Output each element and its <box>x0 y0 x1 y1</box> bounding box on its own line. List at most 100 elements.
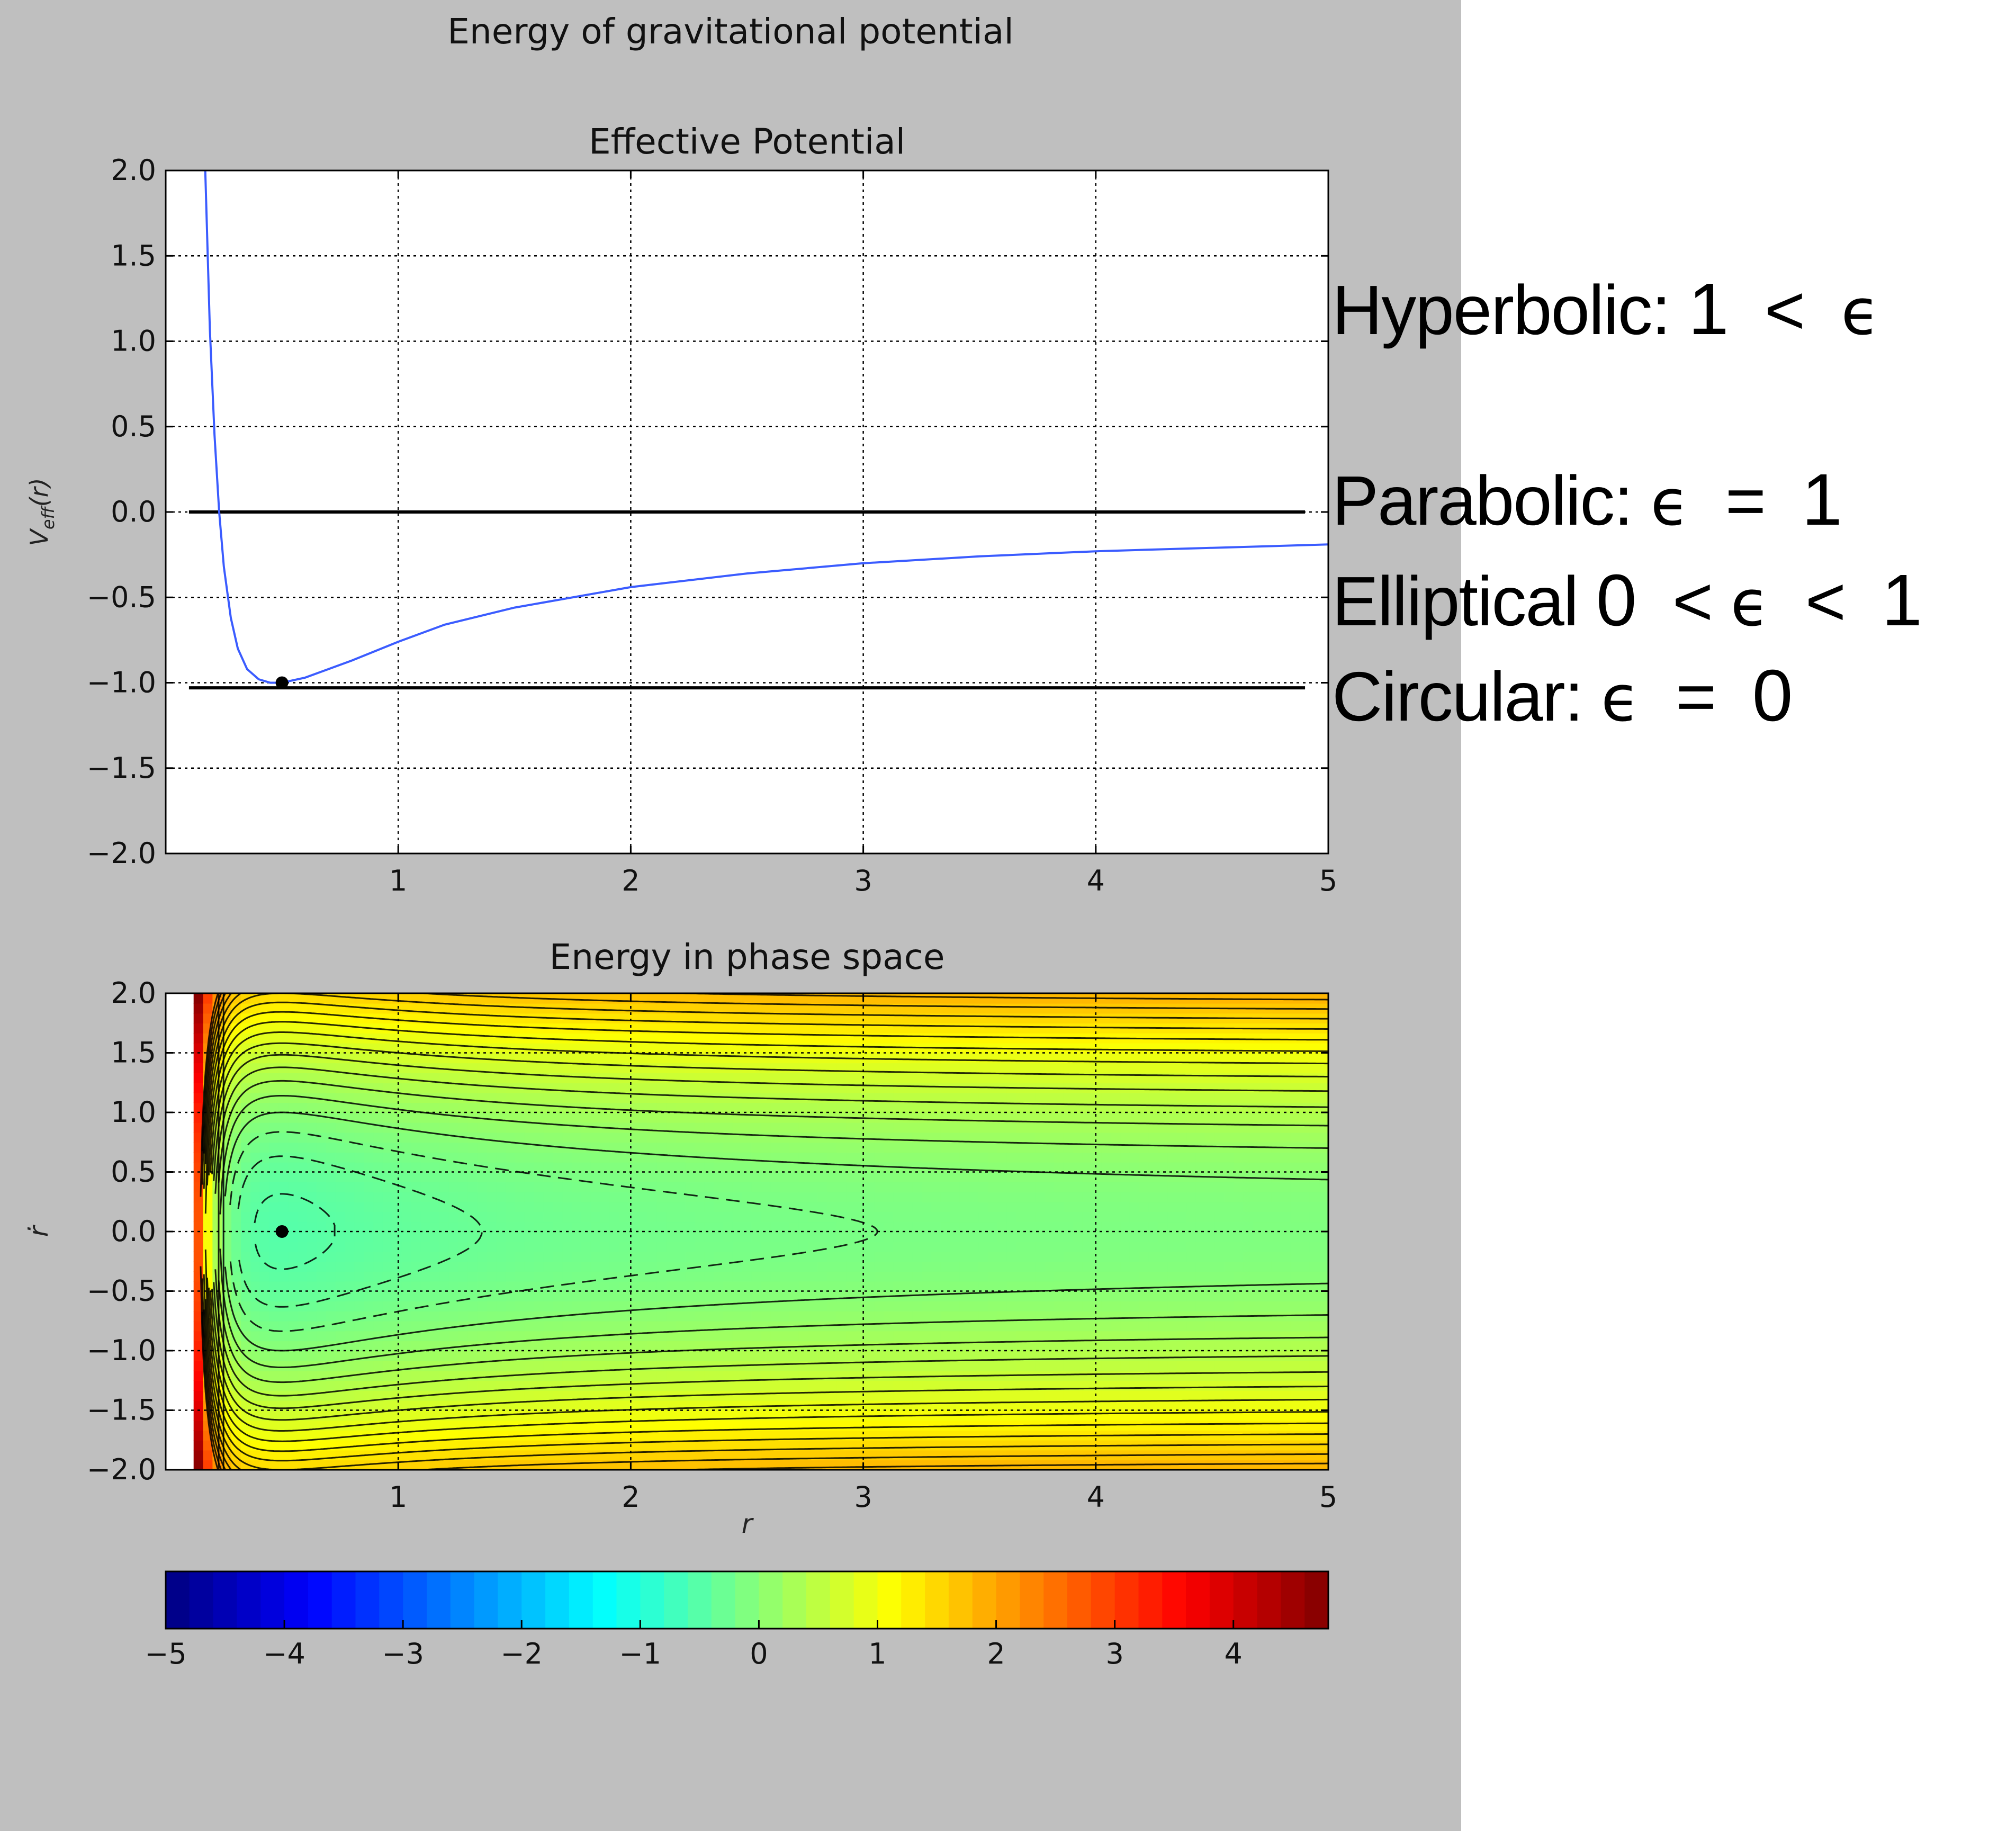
heatmap-cell <box>676 1311 686 1322</box>
heatmap-cell <box>336 1440 346 1451</box>
heatmap-cell <box>487 1261 497 1272</box>
heatmap-cell <box>420 1351 430 1361</box>
heatmap-cell <box>402 1212 412 1223</box>
heatmap-cell <box>279 1311 289 1322</box>
heatmap-cell <box>1149 1420 1159 1431</box>
heatmap-cell <box>439 1242 449 1252</box>
heatmap-cell <box>600 1371 610 1381</box>
heatmap-cell <box>1026 1301 1036 1311</box>
heatmap-cell <box>1101 1133 1111 1143</box>
heatmap-cell <box>194 1033 204 1044</box>
heatmap-cell <box>657 1202 667 1212</box>
heatmap-cell <box>345 1281 355 1292</box>
heatmap-cell <box>969 1301 979 1311</box>
heatmap-cell <box>562 1093 572 1103</box>
heatmap-cell <box>1054 1212 1064 1223</box>
heatmap-cell <box>789 1221 799 1232</box>
heatmap-cell <box>1007 1122 1017 1133</box>
heatmap-cell <box>572 1400 582 1411</box>
heatmap-cell <box>742 1033 752 1044</box>
heatmap-cell <box>317 1361 327 1371</box>
heatmap-cell <box>231 1271 241 1282</box>
heatmap-cell <box>525 1182 535 1192</box>
heatmap-cell <box>1092 1093 1102 1103</box>
heatmap-cell <box>591 1112 601 1123</box>
heatmap-cell <box>714 1281 724 1292</box>
heatmap-cell <box>903 1182 913 1192</box>
heatmap-cell <box>761 1281 771 1292</box>
heatmap-cell <box>392 1192 402 1202</box>
heatmap-cell <box>307 1013 317 1024</box>
heatmap-cell <box>1026 1361 1036 1371</box>
heatmap-cell <box>903 1371 913 1381</box>
heatmap-cell <box>647 1192 658 1202</box>
heatmap-cell <box>714 1221 724 1232</box>
heatmap-cell <box>298 1232 308 1242</box>
heatmap-cell <box>676 1142 686 1153</box>
heatmap-cell <box>912 1152 922 1163</box>
heatmap-cell <box>761 1331 771 1342</box>
heatmap-cell <box>506 1261 516 1272</box>
heatmap-cell <box>572 1182 582 1192</box>
heatmap-cell <box>468 1460 478 1470</box>
heatmap-cell <box>610 1112 620 1123</box>
heatmap-cell <box>420 1232 430 1242</box>
heatmap-cell <box>676 1420 686 1431</box>
heatmap-cell <box>336 1311 346 1322</box>
heatmap-cell <box>903 1420 913 1431</box>
heatmap-cell <box>326 1291 336 1302</box>
heatmap-cell <box>903 1033 913 1044</box>
heatmap-cell <box>307 1261 317 1272</box>
heatmap-cell <box>686 1420 696 1431</box>
heatmap-cell <box>799 1182 809 1192</box>
heatmap-cell <box>1101 1043 1111 1054</box>
heatmap-cell <box>827 1212 837 1223</box>
heatmap-cell <box>402 1013 412 1024</box>
heatmap-cell <box>1149 1112 1159 1123</box>
heatmap-cell <box>941 1261 951 1272</box>
heatmap-cell <box>752 1053 762 1064</box>
heatmap-cell <box>875 1202 885 1212</box>
heatmap-cell <box>893 1221 903 1232</box>
heatmap-cell <box>770 1311 780 1322</box>
heatmap-cell <box>969 1321 979 1332</box>
heatmap-cell <box>307 1291 317 1302</box>
heatmap-cell <box>1035 1232 1045 1242</box>
heatmap-cell <box>695 1430 705 1441</box>
heatmap-cell <box>969 1430 979 1441</box>
heatmap-cell <box>638 1192 648 1202</box>
heatmap-cell <box>723 1252 733 1262</box>
heatmap-cell <box>903 1380 913 1391</box>
heatmap-cell <box>931 1420 941 1431</box>
heatmap-cell <box>875 1102 885 1113</box>
heatmap-cell <box>581 1311 591 1322</box>
heatmap-cell <box>1073 1122 1083 1133</box>
heatmap-cell <box>988 1122 998 1133</box>
heatmap-cell <box>411 1271 421 1282</box>
heatmap-cell <box>562 1053 572 1064</box>
heatmap-cell <box>988 1242 998 1252</box>
heatmap-cell <box>1016 1093 1027 1103</box>
heatmap-cell <box>515 1261 525 1272</box>
heatmap-cell <box>893 1311 903 1322</box>
heatmap-cell <box>723 1182 733 1192</box>
heatmap-cell <box>194 1460 204 1470</box>
heatmap-cell <box>1026 1162 1036 1173</box>
heatmap-cell <box>695 1122 705 1133</box>
heatmap-cell <box>194 1053 204 1064</box>
heatmap-cell <box>1120 1361 1130 1371</box>
heatmap-cell <box>1158 1321 1168 1332</box>
heatmap-cell <box>326 1192 336 1202</box>
heatmap-cell <box>931 1063 941 1073</box>
heatmap-cell <box>1120 1172 1130 1183</box>
heatmap-cell <box>733 1142 743 1153</box>
heatmap-cell <box>525 1043 535 1054</box>
heatmap-cell <box>742 1242 752 1252</box>
heatmap-cell <box>279 1420 289 1431</box>
heatmap-cell <box>610 1301 620 1311</box>
heatmap-cell <box>326 1460 336 1470</box>
heatmap-cell <box>856 1073 866 1083</box>
heatmap-cell <box>865 1252 875 1262</box>
heatmap-cell <box>496 1192 506 1202</box>
heatmap-cell <box>534 1172 544 1183</box>
